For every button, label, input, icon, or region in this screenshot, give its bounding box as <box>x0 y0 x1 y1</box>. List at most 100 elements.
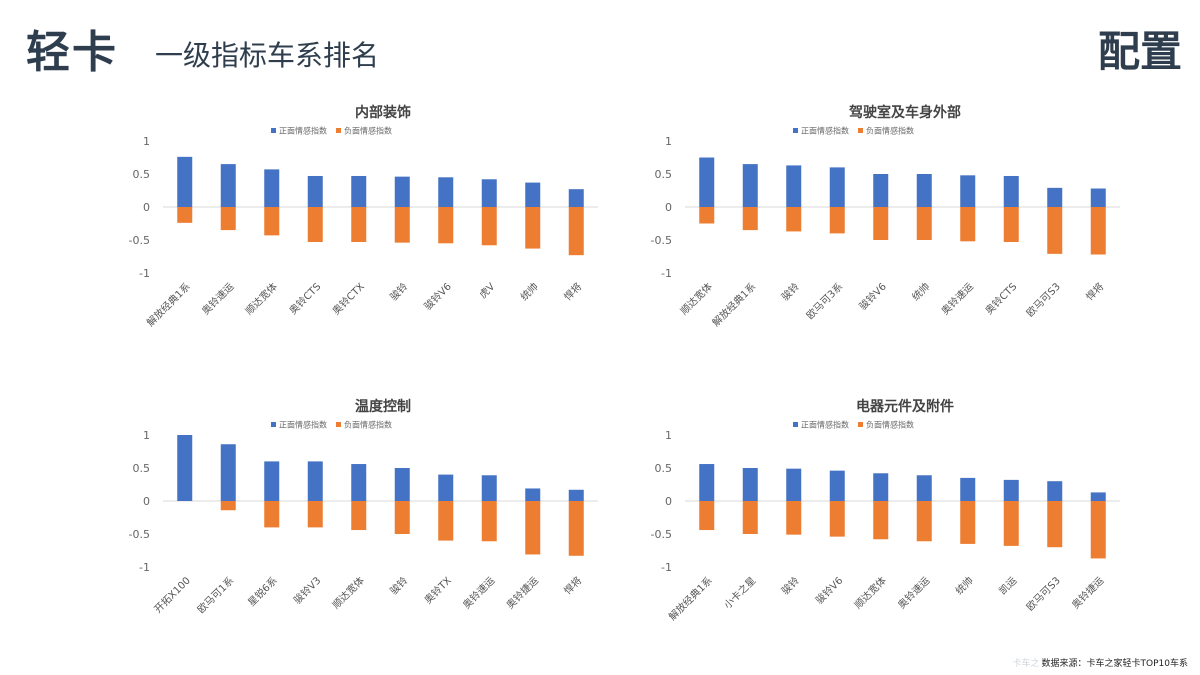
bar-positive <box>177 156 193 207</box>
y-tick-label: 1 <box>665 429 672 442</box>
y-tick-label: 1 <box>143 429 150 442</box>
chart-title: 电器元件及附件 <box>856 398 954 415</box>
category-label: 解放经典1系 <box>666 574 715 623</box>
bar-positive <box>699 464 715 501</box>
bar-negative <box>351 207 367 242</box>
legend-label-0: 正面情感指数 <box>801 420 849 430</box>
category-label: 欧马可3系 <box>804 281 845 322</box>
bar-positive <box>1003 479 1019 501</box>
bar-negative <box>699 207 715 224</box>
bar-positive <box>307 461 323 501</box>
category-label: 星锐6系 <box>245 574 280 609</box>
category-label: 骏铃V6 <box>856 280 889 313</box>
bar-negative <box>1003 207 1019 242</box>
category-label: 奥铃CTS <box>982 280 1019 317</box>
bar-positive <box>351 464 367 501</box>
bar-positive <box>786 165 802 207</box>
category-label: 解放经典1系 <box>144 280 193 329</box>
bar-positive <box>873 174 889 207</box>
bar-negative <box>1090 207 1106 255</box>
y-tick-label: 0 <box>665 495 672 508</box>
bar-positive <box>1047 481 1063 501</box>
y-tick-label: -1 <box>661 267 672 280</box>
bar-negative <box>220 501 236 511</box>
bar-positive <box>1047 187 1063 207</box>
bar-negative <box>1047 501 1063 548</box>
bar-negative <box>786 207 802 232</box>
chart-title: 温度控制 <box>355 398 411 415</box>
footer-watermark: 卡车之 <box>1012 659 1040 669</box>
bar-positive <box>307 175 323 207</box>
category-label: 骏铃V3 <box>291 574 324 607</box>
category-label: 凯运 <box>996 574 1019 597</box>
chart-interior-trim: 内部装饰 正面情感指数 负面情感指数 1 0.5 0 -0.5 -1 解放经典1系 奥铃速运 顺达宽… <box>88 96 628 376</box>
category-label: 虎V <box>477 281 498 302</box>
bar-negative <box>829 501 845 537</box>
legend-label-0: 正面情感指数 <box>801 126 849 136</box>
bar-positive <box>960 477 976 501</box>
category-label: 骏铃V6 <box>421 280 454 313</box>
legend-label-1: 负面情感指数 <box>866 420 914 430</box>
category-label: 顺达宽体 <box>329 574 366 611</box>
bar-positive <box>438 177 454 207</box>
bar-negative <box>742 207 758 231</box>
y-tick-label: 0 <box>143 201 150 214</box>
category-label: 奥铃速运 <box>199 280 236 317</box>
category-label: 骏铃 <box>387 574 410 597</box>
category-label: 统帅 <box>909 280 932 303</box>
bar-positive <box>525 488 541 501</box>
bar-positive <box>568 189 584 207</box>
bar-positive <box>742 468 758 501</box>
bar-negative <box>916 207 932 240</box>
y-tick-label: 0.5 <box>133 462 151 475</box>
chart-title: 内部装饰 <box>355 104 411 121</box>
y-tick-label: -1 <box>139 267 150 280</box>
bar-negative <box>438 501 454 541</box>
bar-positive <box>481 475 497 501</box>
footer-source: 数据来源：卡车之家轻卡TOP10车系 <box>1041 659 1188 669</box>
category-label: 骏铃 <box>779 280 802 303</box>
category-label: 统帅 <box>953 574 976 597</box>
bar-positive <box>1090 188 1106 207</box>
chart-temperature-control: 温度控制 正面情感指数 负面情感指数 1 0.5 0 -0.5 -1 开拓X100 欧马可1系 星锐… <box>88 390 628 670</box>
bar-negative <box>481 207 497 246</box>
bar-negative <box>351 501 367 531</box>
bar-negative <box>1090 501 1106 559</box>
bar-negative <box>568 207 584 256</box>
category-label: 奥铃捷运 <box>503 574 540 611</box>
legend-swatch-1 <box>858 422 863 427</box>
section-title: 配置 <box>1097 27 1182 76</box>
category-label: 奥铃捷运 <box>1069 574 1106 611</box>
category-label: 顺达宽体 <box>677 280 714 317</box>
bar-negative <box>438 207 454 244</box>
bar-positive <box>264 461 280 501</box>
bar-negative <box>1003 501 1019 546</box>
legend-label-1: 负面情感指数 <box>866 126 914 136</box>
y-tick-label: -1 <box>139 561 150 574</box>
category-label: 骏铃 <box>387 280 410 303</box>
y-tick-label: 1 <box>143 135 150 148</box>
bar-negative <box>220 207 236 231</box>
bar-positive <box>873 473 889 501</box>
legend-swatch-1 <box>336 128 341 133</box>
legend-swatch-0 <box>793 422 798 427</box>
bar-positive <box>829 470 845 501</box>
legend-swatch-0 <box>271 128 276 133</box>
bar-positive <box>177 435 193 501</box>
bar-positive <box>351 175 367 207</box>
y-tick-label: 0.5 <box>655 168 673 181</box>
legend-swatch-0 <box>271 422 276 427</box>
bar-negative <box>960 501 976 544</box>
legend-label-1: 负面情感指数 <box>344 420 392 430</box>
bar-negative <box>699 501 715 531</box>
bar-negative <box>786 501 802 535</box>
bar-positive <box>1090 492 1106 501</box>
category-label: 顺达宽体 <box>851 574 888 611</box>
bar-positive <box>699 157 715 207</box>
legend-swatch-1 <box>858 128 863 133</box>
bar-positive <box>525 182 541 207</box>
legend-swatch-1 <box>336 422 341 427</box>
page-subtitle: 一级指标车系排名 <box>155 39 380 72</box>
